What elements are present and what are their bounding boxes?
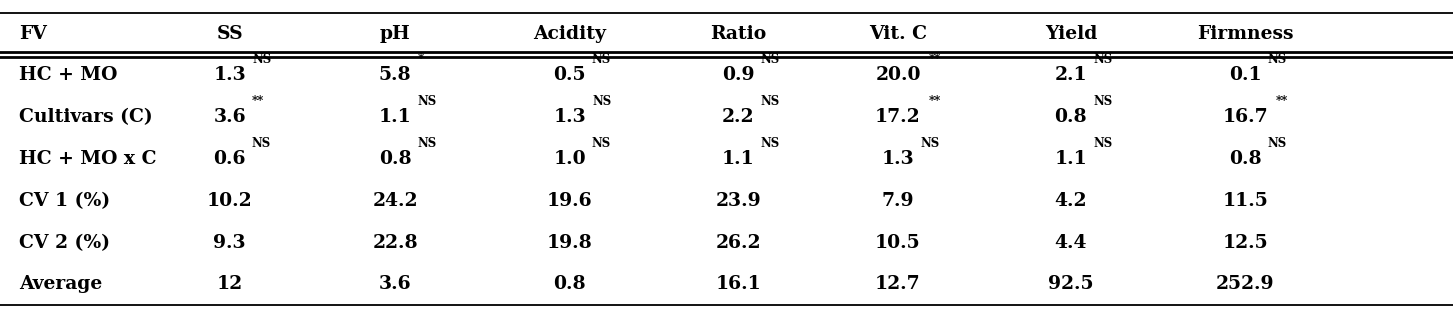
Text: NS: NS (1267, 137, 1287, 150)
Text: NS: NS (591, 95, 612, 108)
Text: NS: NS (417, 137, 437, 150)
Text: HC + MO: HC + MO (19, 66, 118, 84)
Text: NS: NS (251, 137, 272, 150)
Text: **: ** (928, 95, 942, 108)
Text: NS: NS (1093, 95, 1113, 108)
Text: 1.3: 1.3 (214, 66, 246, 84)
Text: 19.6: 19.6 (546, 192, 593, 210)
Text: 252.9: 252.9 (1216, 275, 1274, 294)
Text: 16.7: 16.7 (1222, 108, 1268, 126)
Text: 0.8: 0.8 (379, 150, 411, 168)
Text: 2.2: 2.2 (722, 108, 754, 126)
Text: NS: NS (1093, 53, 1113, 66)
Text: Cultivars (C): Cultivars (C) (19, 108, 153, 126)
Text: 26.2: 26.2 (715, 234, 761, 252)
Text: NS: NS (1093, 137, 1113, 150)
Text: 7.9: 7.9 (882, 192, 914, 210)
Text: NS: NS (591, 137, 612, 150)
Text: 0.8: 0.8 (1055, 108, 1087, 126)
Text: 4.4: 4.4 (1055, 234, 1087, 252)
Text: 3.6: 3.6 (379, 275, 411, 294)
Text: 1.3: 1.3 (554, 108, 586, 126)
Text: 2.1: 2.1 (1055, 66, 1087, 84)
Text: Acidity: Acidity (533, 24, 606, 43)
Text: SS: SS (216, 24, 243, 43)
Text: 3.6: 3.6 (214, 108, 246, 126)
Text: Yield: Yield (1045, 24, 1097, 43)
Text: **: ** (1276, 95, 1289, 108)
Text: HC + MO x C: HC + MO x C (19, 150, 157, 168)
Text: 0.1: 0.1 (1229, 66, 1261, 84)
Text: pH: pH (379, 24, 411, 43)
Text: 12.5: 12.5 (1222, 234, 1268, 252)
Text: 24.2: 24.2 (372, 192, 418, 210)
Text: 22.8: 22.8 (372, 234, 418, 252)
Text: 0.9: 0.9 (722, 66, 754, 84)
Text: 10.2: 10.2 (206, 192, 253, 210)
Text: 17.2: 17.2 (875, 108, 921, 126)
Text: *: * (417, 53, 424, 66)
Text: NS: NS (760, 53, 780, 66)
Text: NS: NS (760, 137, 780, 150)
Text: NS: NS (760, 95, 780, 108)
Text: 10.5: 10.5 (875, 234, 921, 252)
Text: NS: NS (417, 95, 437, 108)
Text: CV 2 (%): CV 2 (%) (19, 234, 110, 252)
Text: 1.1: 1.1 (1055, 150, 1087, 168)
Text: 1.1: 1.1 (722, 150, 754, 168)
Text: 16.1: 16.1 (715, 275, 761, 294)
Text: 4.2: 4.2 (1055, 192, 1087, 210)
Text: CV 1 (%): CV 1 (%) (19, 192, 110, 210)
Text: 19.8: 19.8 (546, 234, 593, 252)
Text: 12: 12 (216, 275, 243, 294)
Text: 1.1: 1.1 (379, 108, 411, 126)
Text: 92.5: 92.5 (1048, 275, 1094, 294)
Text: 11.5: 11.5 (1222, 192, 1268, 210)
Text: **: ** (928, 53, 942, 66)
Text: 1.0: 1.0 (554, 150, 586, 168)
Text: NS: NS (1267, 53, 1287, 66)
Text: 1.3: 1.3 (882, 150, 914, 168)
Text: 0.6: 0.6 (214, 150, 246, 168)
Text: FV: FV (19, 24, 46, 43)
Text: Ratio: Ratio (711, 24, 766, 43)
Text: NS: NS (920, 137, 940, 150)
Text: Average: Average (19, 275, 102, 294)
Text: 12.7: 12.7 (875, 275, 921, 294)
Text: 0.8: 0.8 (554, 275, 586, 294)
Text: NS: NS (251, 53, 272, 66)
Text: 9.3: 9.3 (214, 234, 246, 252)
Text: Vit. C: Vit. C (869, 24, 927, 43)
Text: 0.8: 0.8 (1229, 150, 1261, 168)
Text: Firmness: Firmness (1197, 24, 1293, 43)
Text: 23.9: 23.9 (715, 192, 761, 210)
Text: NS: NS (591, 53, 612, 66)
Text: 5.8: 5.8 (379, 66, 411, 84)
Text: 0.5: 0.5 (554, 66, 586, 84)
Text: 20.0: 20.0 (875, 66, 921, 84)
Text: **: ** (251, 95, 264, 108)
